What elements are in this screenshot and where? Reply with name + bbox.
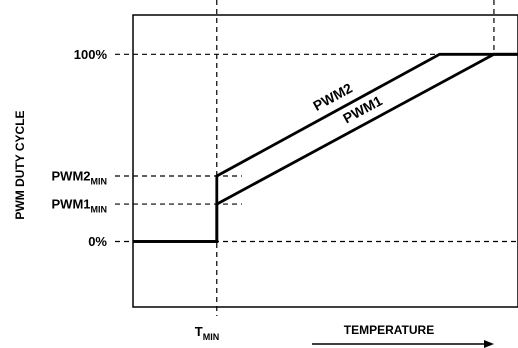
- y-tick-label-p0: 0%: [88, 234, 107, 249]
- x-tick-base: T: [195, 324, 203, 339]
- x-tick-sub: MIN: [203, 332, 220, 342]
- y-tick-label-base: 100%: [74, 47, 108, 62]
- y-tick-label-sub: MIN: [91, 176, 108, 186]
- y-tick-label-base: PWM2: [52, 168, 91, 183]
- y-tick-label-p100: 100%: [74, 47, 108, 62]
- y-tick-label-sub: MIN: [91, 205, 108, 215]
- y-tick-label-base: PWM1: [52, 197, 91, 212]
- y-axis-label: PWM DUTY CYCLE: [13, 110, 27, 219]
- y-tick-label-base: 0%: [88, 234, 107, 249]
- series-line-pwm2: [133, 52, 518, 243]
- reference-lines: [115, 0, 518, 316]
- y-tick-label-pwm1min: PWM1MIN: [52, 197, 108, 215]
- plot-frame: [132, 14, 518, 308]
- series-line-pwm1: [133, 52, 518, 243]
- x-axis-label: TEMPERATURE: [344, 323, 434, 337]
- x-tick-label-tmin: TMIN: [195, 324, 219, 342]
- y-tick-label-pwm2min: PWM2MIN: [52, 168, 108, 186]
- x-axis-arrow: [312, 340, 494, 348]
